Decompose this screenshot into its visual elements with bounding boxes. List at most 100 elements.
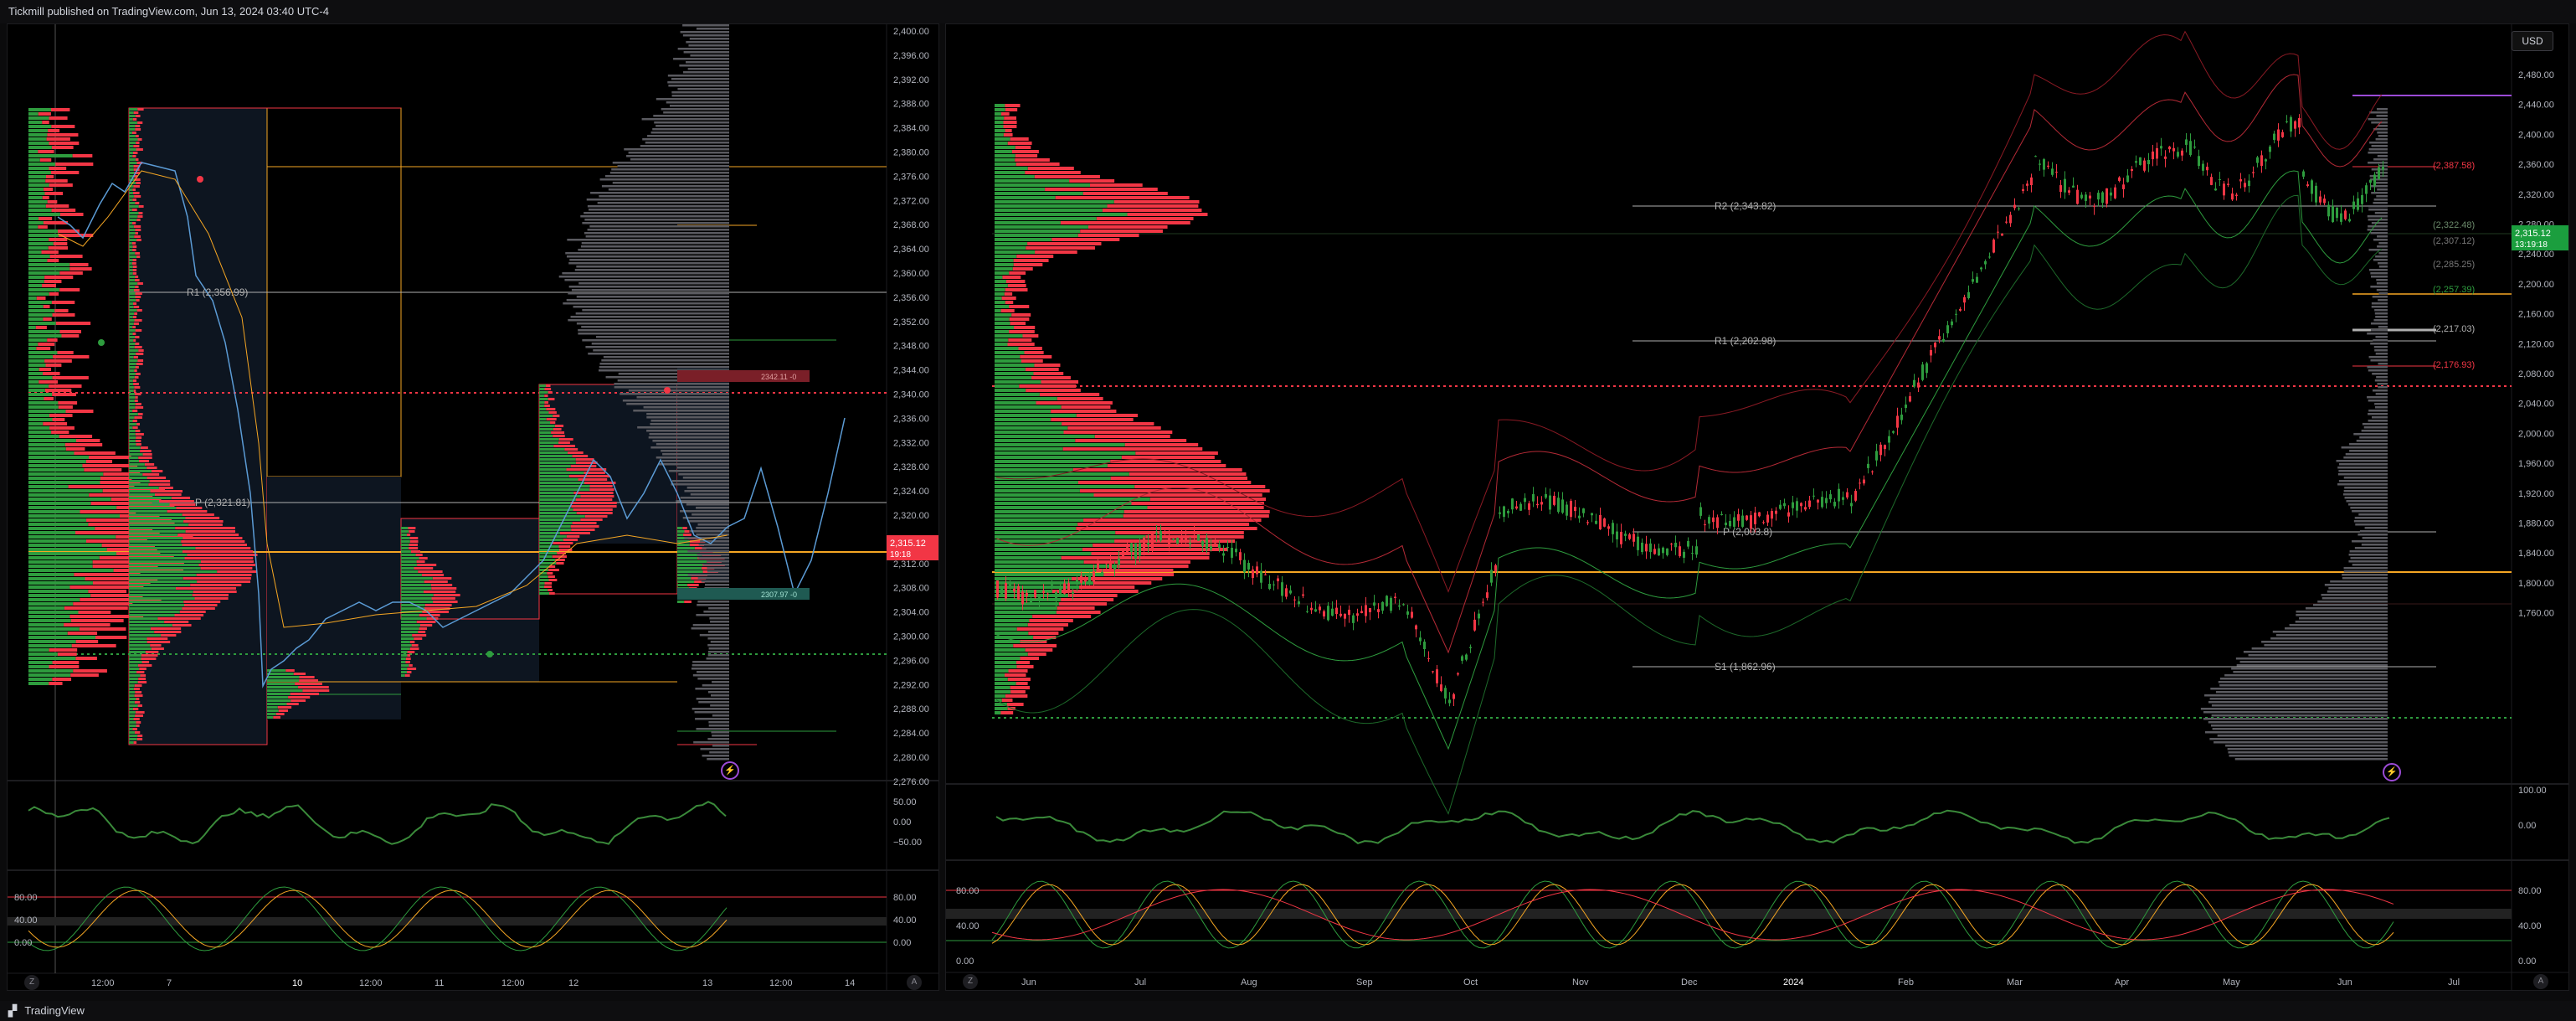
- candle-body: [1017, 586, 1020, 600]
- session-bar-up: [129, 135, 136, 137]
- left-chart-canvas[interactable]: 2342.11 -0 2307.97 -0 R1 (2,356.99) P (2…: [8, 24, 939, 991]
- volume-bar-down: [44, 192, 64, 195]
- right-chart-panel[interactable]: R2 (2,343.82) R1 (2,202.98) P (2,003.8) …: [945, 23, 2569, 991]
- volume-bar-up: [28, 644, 72, 647]
- volume-bar-up: [995, 619, 1030, 622]
- volume-bar-up: [28, 188, 44, 191]
- session-bar-down: [407, 654, 411, 657]
- volume-bar-down: [100, 481, 141, 484]
- candle-body: [1440, 684, 1442, 691]
- candle-body: [1557, 498, 1560, 513]
- volume-bar-gray: [652, 128, 729, 131]
- volume-bar-gray: [2368, 209, 2388, 211]
- candle-body: [2214, 188, 2217, 191]
- candle-body: [1796, 501, 1798, 511]
- session-bar-down: [133, 168, 140, 171]
- lightning-icon[interactable]: ⚡: [721, 761, 739, 780]
- session-bar-up: [129, 473, 143, 476]
- stoch-tick: 40.00: [2518, 921, 2542, 931]
- candle-body: [2281, 131, 2284, 137]
- candle-body: [2352, 201, 2355, 209]
- volume-bar-gray: [2285, 627, 2388, 630]
- right-chart-canvas[interactable]: R2 (2,343.82) R1 (2,202.98) P (2,003.8) …: [946, 24, 2569, 991]
- time-axis[interactable]: 12:00 7 10 12:00 11 12:00 12 13 12:00 14: [91, 978, 855, 988]
- volume-bar-gray: [2350, 507, 2388, 509]
- volume-bar-up: [28, 359, 45, 363]
- volume-bar-down: [1103, 573, 1175, 576]
- session-bar-up: [539, 441, 559, 444]
- volume-bar-gray: [708, 607, 729, 610]
- session-bar-up: [267, 676, 300, 678]
- box-label-green-bg: [677, 588, 810, 600]
- session-bar-down: [407, 668, 417, 670]
- volume-bar-down: [1010, 690, 1026, 694]
- volume-bar-gray: [656, 125, 729, 127]
- session-bar-down: [159, 500, 194, 503]
- session-bar-up: [677, 574, 692, 576]
- volume-bar-gray: [689, 38, 729, 40]
- volume-bar-down: [1022, 334, 1039, 338]
- volume-bar-gray: [671, 91, 729, 94]
- footer-brand[interactable]: TradingView: [24, 1004, 85, 1017]
- session-bar-down: [132, 269, 137, 271]
- timezone-button[interactable]: Z: [24, 975, 39, 990]
- candle-body: [2013, 204, 2016, 209]
- candle-body: [1394, 596, 1396, 598]
- left-chart-panel[interactable]: 2342.11 -0 2307.97 -0 R1 (2,356.99) P (2…: [7, 23, 939, 991]
- session-bar-up: [129, 560, 201, 563]
- volume-bar-down: [1087, 225, 1168, 229]
- volume-bar-down: [65, 447, 85, 451]
- volume-bar-gray: [2346, 500, 2388, 503]
- volume-bar-down: [1051, 238, 1120, 241]
- session-bar-up: [129, 456, 139, 459]
- volume-bar-down: [1013, 644, 1057, 647]
- volume-bar-gray: [568, 319, 729, 322]
- volume-bar-gray: [707, 644, 729, 647]
- timezone-button[interactable]: Z: [963, 974, 978, 989]
- volume-bar-down: [42, 121, 49, 124]
- session-bar-up: [539, 472, 584, 474]
- candle-body: [1900, 414, 1903, 420]
- volume-bar-up: [995, 481, 1078, 484]
- session-bar-up: [539, 579, 549, 581]
- time-tick: Dec: [1681, 977, 1698, 987]
- session-bar-down: [138, 205, 144, 208]
- currency-button[interactable]: USD: [2512, 31, 2553, 51]
- session-bar-up: [129, 356, 134, 358]
- session-bar-up: [129, 467, 147, 469]
- volume-bar-up: [995, 410, 1051, 413]
- session-bar-up: [539, 411, 549, 414]
- volume-bar-up: [28, 389, 45, 392]
- volume-bar-gray: [584, 219, 729, 221]
- volume-bar-gray: [2225, 745, 2388, 747]
- volume-bar-gray: [2370, 272, 2388, 275]
- time-axis[interactable]: Jun Jul Aug Sep Oct Nov Dec 2024 Feb Mar Apr May Jun…: [1021, 977, 2460, 987]
- tradingview-logo-icon[interactable]: ▞: [8, 1004, 17, 1017]
- session-bar-down: [584, 515, 608, 518]
- session-bar-up: [539, 552, 558, 554]
- session-bar-down: [408, 527, 416, 529]
- stoch-tick: 0.00: [2518, 957, 2536, 967]
- session-bar-up: [129, 145, 134, 147]
- volume-bar-gray: [2270, 637, 2388, 640]
- volume-bar-gray: [626, 403, 729, 405]
- volume-bar-gray: [654, 121, 729, 124]
- session-bar-up: [129, 570, 218, 573]
- auto-scale-button[interactable]: A: [907, 975, 922, 990]
- session-bar-down: [135, 440, 141, 442]
- volume-bar-up: [28, 133, 48, 137]
- price-axis[interactable]: 2,480.002,440.002,400.002,360.002,320.00…: [2518, 70, 2554, 619]
- session-bar-down: [548, 589, 553, 591]
- lightning-icon[interactable]: ⚡: [2383, 763, 2401, 781]
- session-bar-up: [129, 597, 195, 600]
- session-bar-down: [416, 621, 436, 623]
- session-bar-down: [133, 718, 140, 720]
- auto-scale-button[interactable]: A: [2533, 974, 2548, 989]
- volume-bar-up: [995, 355, 1021, 358]
- price-axis[interactable]: 2,400.002,396.002,392.002,388.002,384.00…: [893, 27, 929, 787]
- volume-bar-down: [1060, 221, 1190, 224]
- volume-bar-gray: [646, 413, 729, 415]
- volume-bar-down: [49, 116, 68, 120]
- session-bar-up: [129, 735, 138, 737]
- volume-bar-gray: [588, 209, 729, 211]
